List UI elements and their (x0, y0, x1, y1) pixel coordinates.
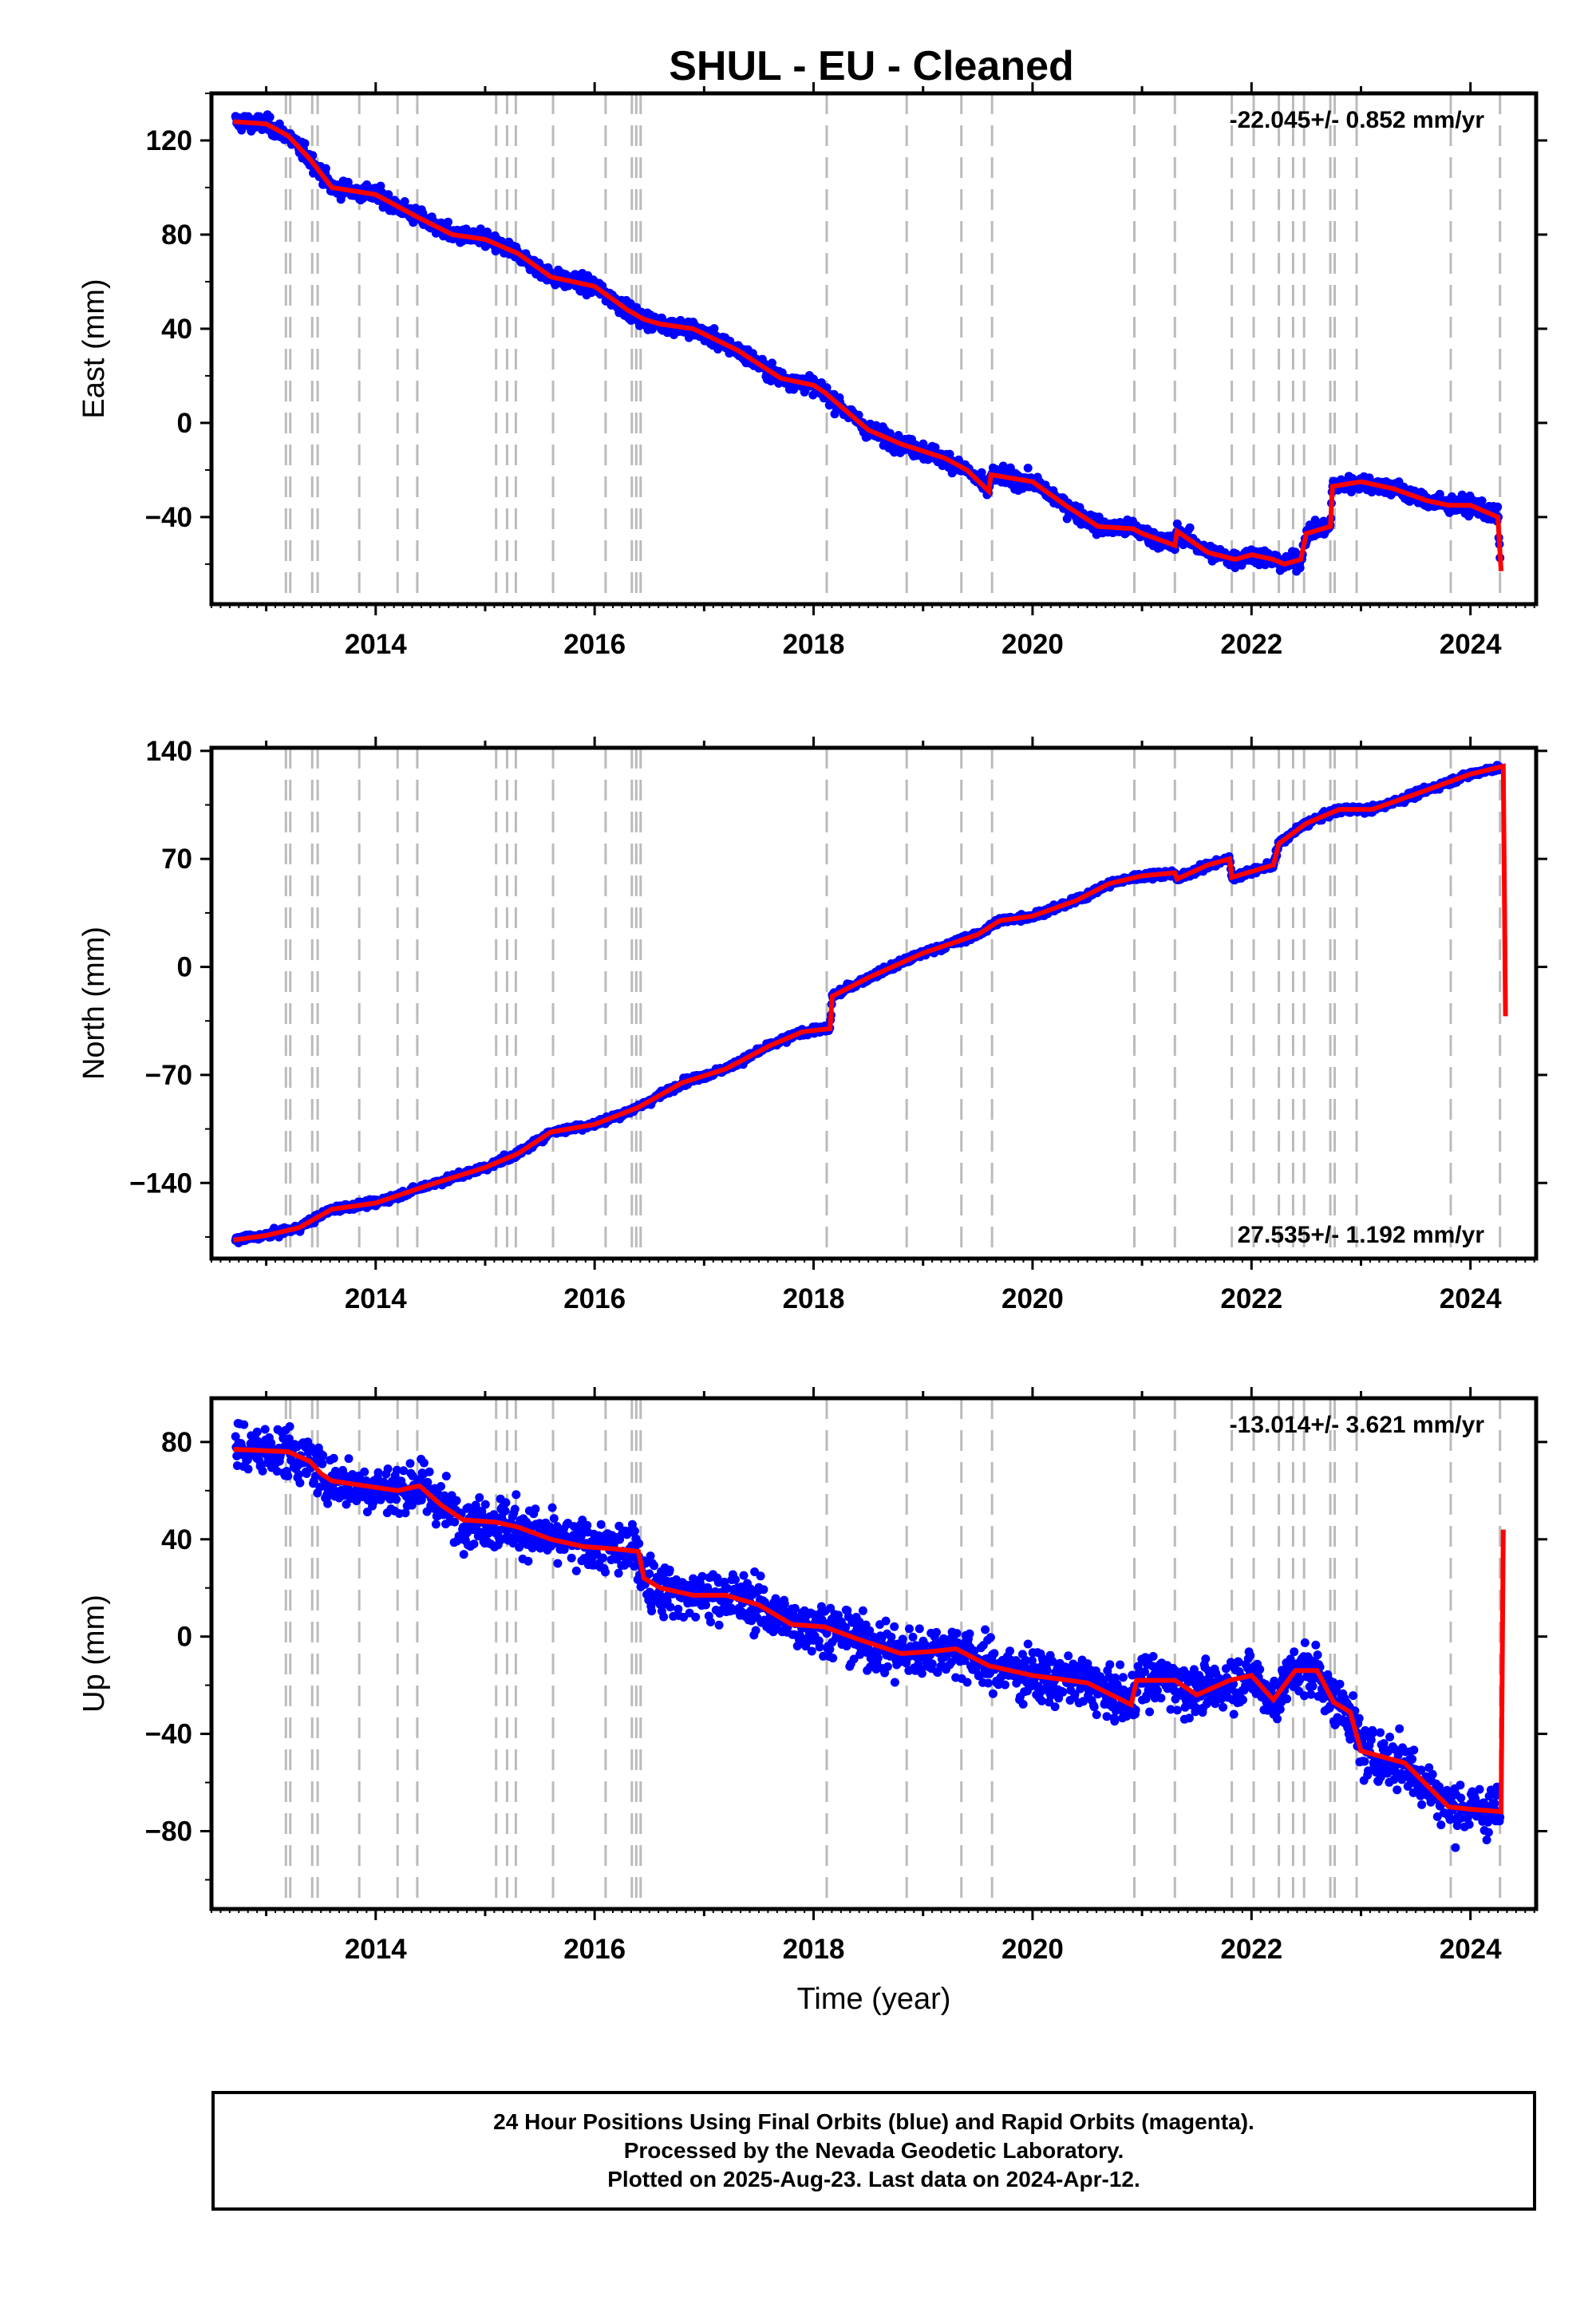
data-point (376, 181, 385, 191)
data-point (399, 1466, 409, 1476)
x-tick-label: 2024 (1440, 1283, 1502, 1314)
data-point (405, 1459, 415, 1468)
data-point (400, 197, 409, 206)
north-model-line (232, 763, 1508, 1243)
east-panel: 2014 2016 2018 2020 2022 2024 −40 0 40 80 120 East … (77, 82, 1547, 660)
data-point (419, 1458, 429, 1468)
data-point (383, 1464, 393, 1473)
data-point (977, 468, 986, 477)
y-tick-label: 140 (146, 736, 192, 767)
y-tick-label: 70 (161, 844, 192, 875)
data-point (260, 1425, 270, 1434)
data-point (284, 1434, 294, 1444)
data-point (362, 1508, 372, 1516)
data-point (1477, 496, 1487, 505)
data-point (1185, 523, 1195, 532)
y-tick-label: −40 (145, 502, 192, 533)
data-point (283, 1472, 293, 1480)
data-point (444, 217, 452, 227)
data-point (318, 1451, 328, 1460)
y-tick-label: −140 (129, 1168, 192, 1199)
data-point (285, 1422, 294, 1431)
east-observations (231, 110, 1505, 576)
data-point (384, 190, 393, 200)
x-tick-label: 2016 (563, 1283, 626, 1314)
data-point (401, 1508, 410, 1518)
data-point (945, 449, 954, 459)
data-point (239, 1420, 249, 1429)
data-point (342, 1500, 351, 1509)
data-point (343, 177, 353, 187)
data-point (918, 439, 928, 449)
y-tick-label: 0 (177, 408, 192, 439)
x-tick-label: 2024 (1440, 629, 1502, 660)
data-point (1023, 464, 1033, 472)
up-observations (231, 1419, 1505, 1852)
y-tick-label: 80 (161, 219, 192, 251)
data-point (318, 1459, 327, 1468)
north-panel: 2014 2016 2018 2020 2022 2024 −140 −70 0 70 140 Nor… (77, 736, 1547, 1314)
data-point (768, 358, 776, 368)
data-point (321, 164, 330, 173)
figure-title: SHUL - EU - Cleaned (669, 43, 1074, 89)
data-point (709, 324, 719, 334)
y-tick-label: 40 (161, 314, 192, 345)
east-ylabel: East (mm) (77, 279, 111, 418)
east-rate-label: -22.045+/- 0.852 mm/yr (1230, 107, 1485, 133)
y-tick-label: −70 (145, 1060, 192, 1091)
data-point (272, 1467, 282, 1476)
x-tick-label: 2014 (345, 1283, 407, 1314)
data-point (1435, 489, 1444, 499)
east-frame (209, 91, 1539, 607)
data-point (344, 1454, 354, 1464)
data-point (392, 1465, 401, 1475)
data-point (267, 1438, 276, 1448)
x-tick-label: 2022 (1220, 1283, 1282, 1314)
data-point (360, 1467, 369, 1476)
east-model-line (233, 119, 1504, 571)
data-point (1493, 502, 1503, 512)
x-tick-label: 2022 (1220, 629, 1282, 660)
data-point (329, 1453, 338, 1463)
data-point (265, 113, 275, 122)
x-tick-label: 2020 (1001, 1283, 1064, 1314)
north-rate-label: 27.535+/- 1.192 mm/yr (1238, 1222, 1485, 1248)
x-tick-label: 2020 (1001, 629, 1064, 660)
data-point (300, 139, 310, 148)
data-point (295, 1478, 305, 1488)
data-point (258, 1466, 267, 1476)
north-ylabel: North (mm) (77, 927, 111, 1080)
y-tick-label: 0 (177, 952, 192, 983)
x-tick-label: 2018 (783, 1283, 845, 1314)
x-tick-label: 2014 (345, 629, 407, 660)
north-observations (231, 761, 1505, 1247)
data-point (306, 1443, 316, 1452)
data-point (323, 1499, 333, 1508)
data-point (392, 1495, 401, 1504)
y-tick-label: 120 (146, 125, 192, 156)
data-point (294, 1470, 303, 1480)
x-tick-label: 2016 (563, 629, 626, 660)
data-point (252, 1427, 262, 1437)
x-tick-label: 2018 (783, 629, 845, 660)
data-point (418, 208, 428, 218)
data-point (930, 443, 940, 453)
north-frame (209, 745, 1539, 1261)
data-point (243, 1464, 253, 1474)
data-point (1295, 563, 1305, 573)
data-point (373, 1468, 383, 1477)
